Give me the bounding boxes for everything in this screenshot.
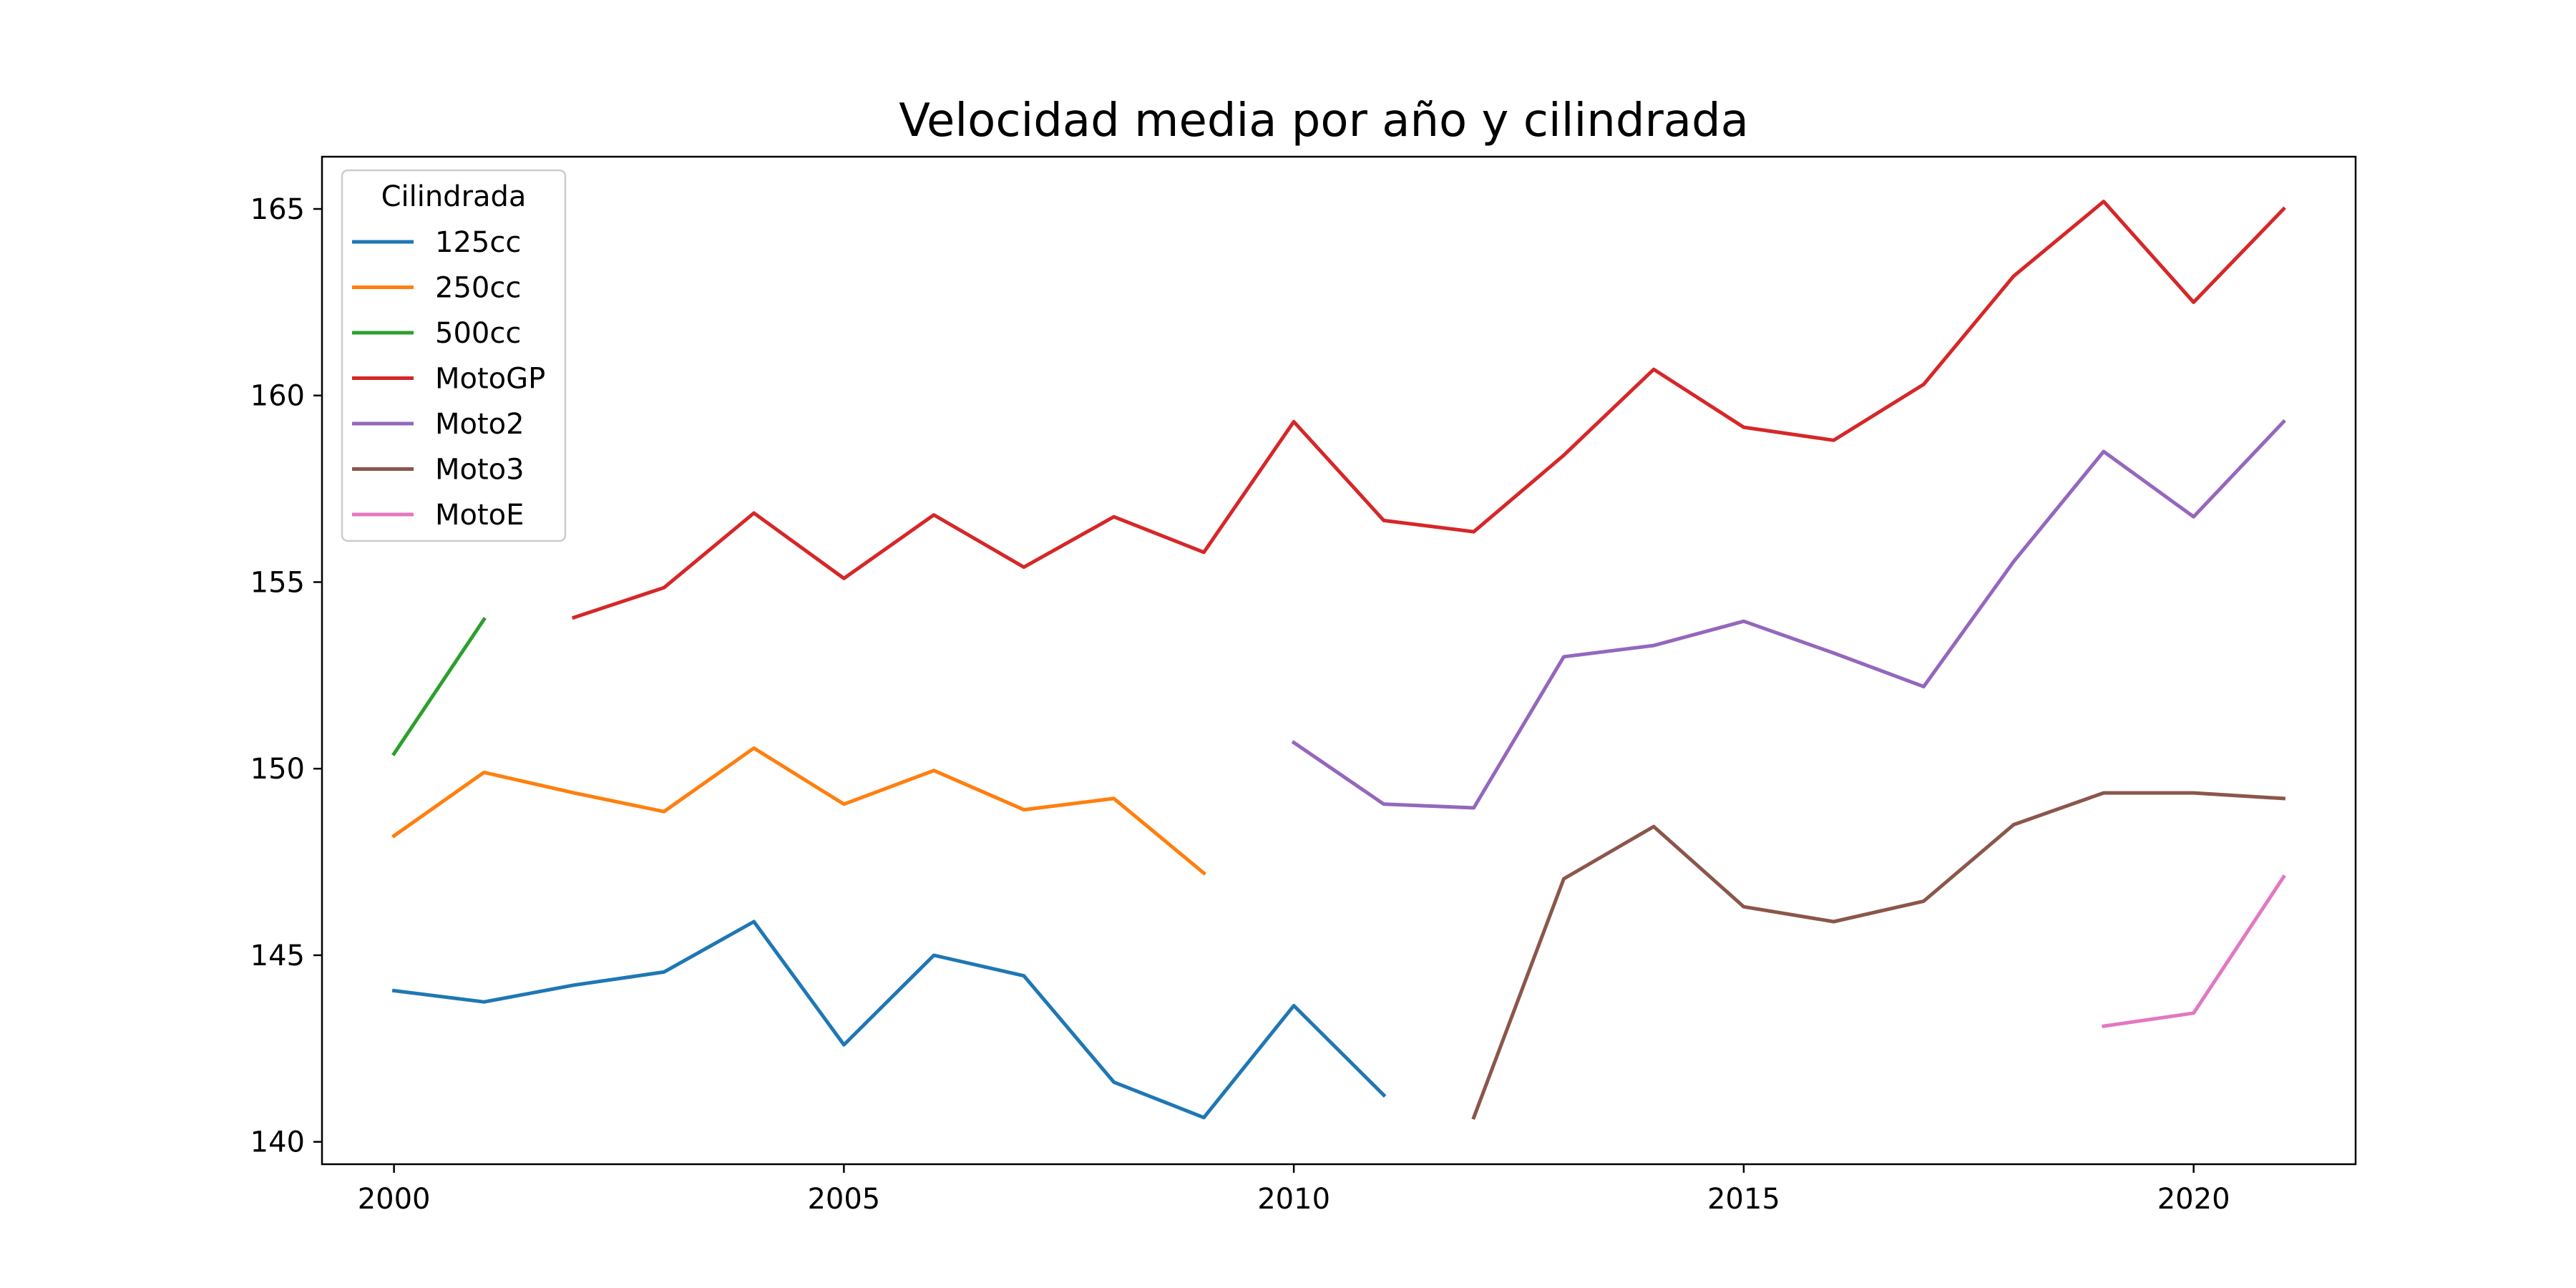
legend-title: Cilindrada — [381, 180, 527, 213]
y-tick-label: 140 — [250, 1126, 305, 1159]
legend-box — [341, 169, 567, 542]
plot-lines — [391, 200, 2286, 1121]
legend: Cilindrada 125cc 250cc 500cc MotoGP Moto2 Mot… — [341, 169, 567, 542]
series-line-500cc — [391, 617, 487, 756]
legend-label-125cc: 125cc — [435, 226, 521, 259]
y-tick-label: 165 — [250, 193, 305, 226]
legend-label-motogp: MotoGP — [435, 363, 545, 396]
legend-label-moto2: Moto2 — [435, 408, 525, 441]
legend-label-moto3: Moto3 — [435, 454, 525, 487]
series-line-motoe — [2102, 874, 2286, 1028]
x-tick-label: 2020 — [2157, 1183, 2230, 1216]
x-axis: 2000 2005 2010 2015 2020 — [358, 1164, 2230, 1216]
x-tick-label: 2000 — [358, 1183, 431, 1216]
plot-area-frame — [321, 155, 2357, 1166]
y-tick-label: 155 — [250, 566, 305, 599]
series-line-moto2 — [1291, 419, 2286, 810]
series-line-125cc — [391, 919, 1387, 1120]
chart-title: Velocidad media por año y cilindrada — [899, 94, 1749, 147]
series-line-moto3 — [1471, 791, 2286, 1121]
legend-items: 125cc 250cc 500cc MotoGP Moto2 Moto3 MotoE — [352, 226, 545, 532]
x-tick-label: 2010 — [1257, 1183, 1330, 1216]
x-tick-label: 2005 — [807, 1183, 880, 1216]
legend-label-250cc: 250cc — [435, 272, 521, 305]
y-tick-label: 160 — [250, 380, 305, 413]
series-line-250cc — [391, 746, 1206, 876]
legend-label-500cc: 500cc — [435, 317, 521, 350]
series-line-motogp — [571, 200, 2286, 620]
y-tick-label: 150 — [250, 753, 305, 786]
y-tick-label: 145 — [250, 940, 305, 972]
y-axis: 140 145 150 155 160 165 — [250, 193, 322, 1159]
x-tick-label: 2015 — [1707, 1183, 1780, 1216]
legend-label-motoe: MotoE — [435, 499, 524, 532]
